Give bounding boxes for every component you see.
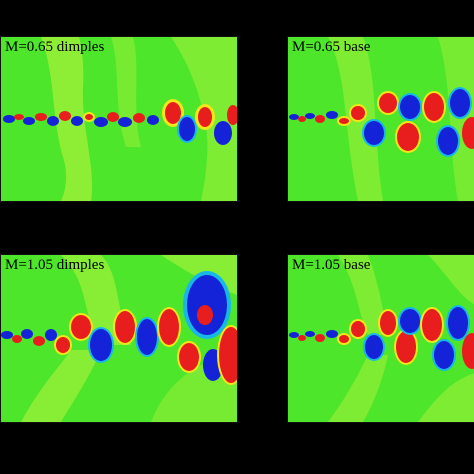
panel-label: M=1.05 dimples	[5, 257, 105, 273]
contour-plot-m105-dimples	[1, 255, 237, 422]
shear-layer-structures	[3, 99, 237, 145]
panel-label: M=0.65 base	[292, 39, 371, 55]
shear-layer-structures	[289, 305, 474, 371]
contour-panel-m105-dimples: M=1.05 dimples	[0, 254, 238, 423]
panel-label: M=0.65 dimples	[5, 39, 105, 55]
contour-plot-m065-dimples	[1, 37, 237, 201]
contour-panel-m065-base: M=0.65 base	[287, 36, 474, 202]
contour-plot-m065-base	[288, 37, 474, 201]
contour-plot-m105-base	[288, 255, 474, 422]
shear-layer-structures	[1, 271, 237, 385]
panel-label: M=1.05 base	[292, 257, 371, 273]
shear-layer-structures	[289, 87, 474, 157]
contour-panel-m065-dimples: M=0.65 dimples	[0, 36, 238, 202]
contour-panel-m105-base: M=1.05 base	[287, 254, 474, 423]
